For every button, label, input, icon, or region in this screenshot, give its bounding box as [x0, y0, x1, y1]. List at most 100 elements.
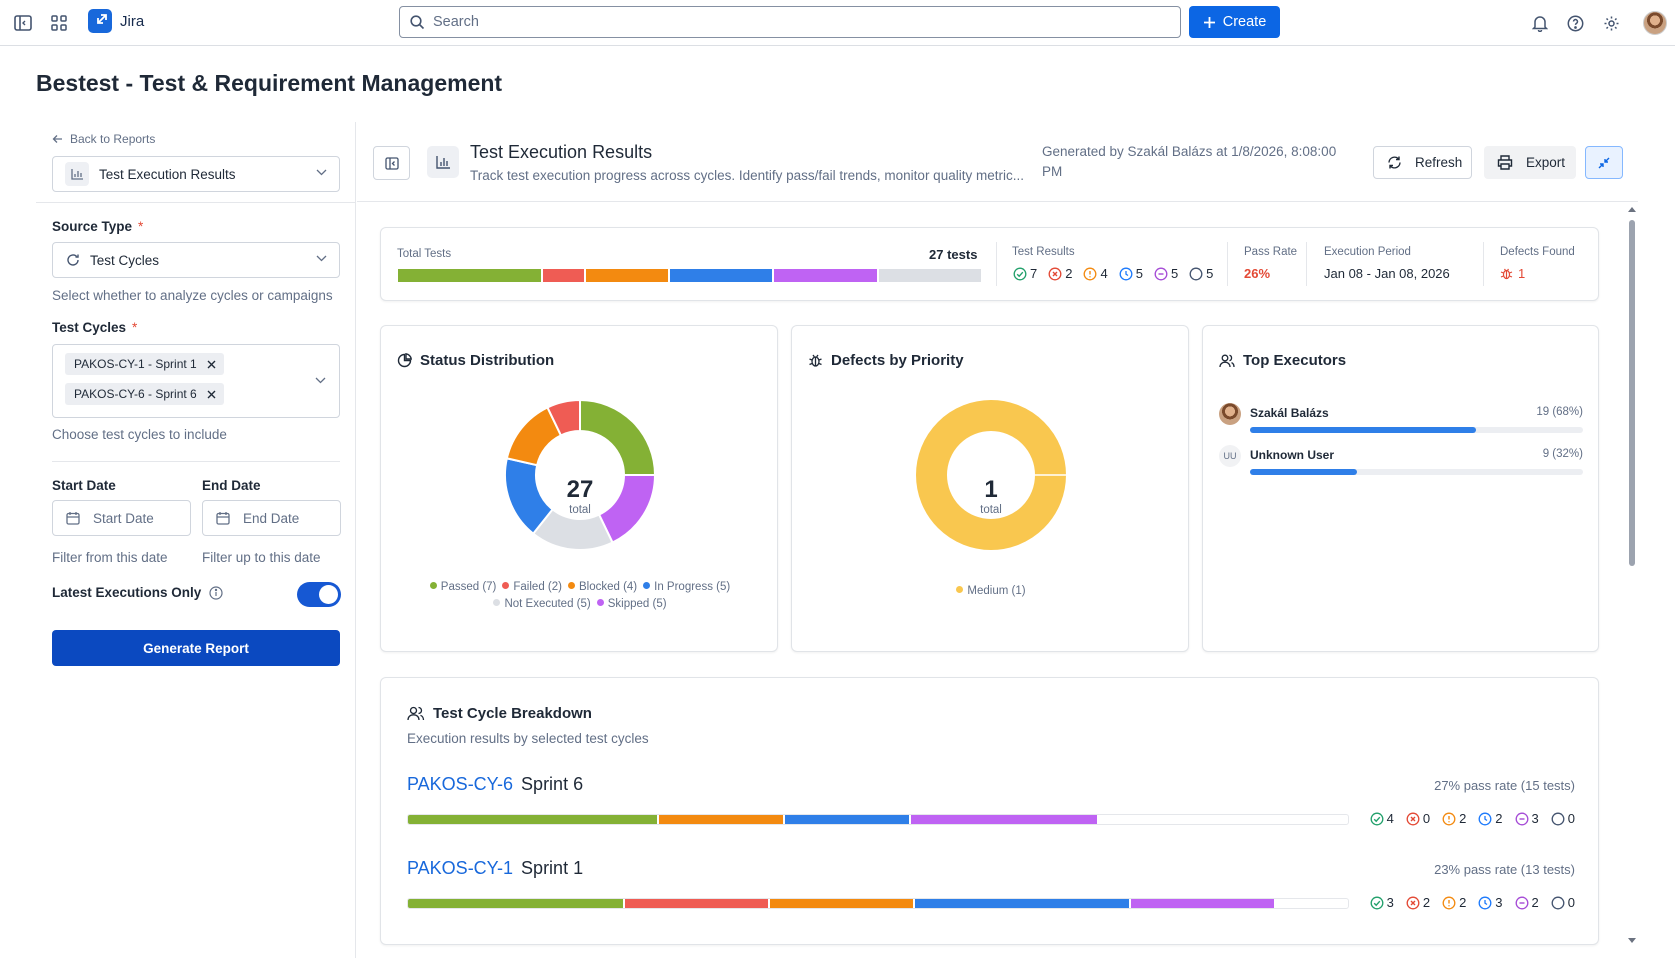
help-icon[interactable] [1564, 12, 1586, 34]
divider [52, 461, 340, 462]
search-input[interactable] [433, 14, 1133, 30]
minimize-view-button[interactable] [1585, 146, 1623, 179]
executor-count: 19 (68%) [1536, 406, 1583, 418]
cycle-key-link[interactable]: PAKOS-CY-1 [407, 858, 514, 878]
minimize-icon [1598, 157, 1610, 169]
cycle-stacked-bar [407, 814, 1349, 825]
bar-segment-passed [398, 269, 542, 282]
chevron-down-icon[interactable] [315, 377, 326, 384]
not-executed-status-icon [1551, 812, 1565, 826]
info-icon[interactable] [209, 585, 223, 600]
executor-row: UU Unknown User 9 (32%) [1219, 445, 1583, 481]
cycle-key-link[interactable]: PAKOS-CY-6 [407, 774, 514, 794]
status-legend: Passed (7) Failed (2) Blocked (4) In Progre… [391, 579, 769, 613]
refresh-button[interactable]: Refresh [1373, 146, 1472, 179]
legend-dot [596, 599, 604, 606]
skipped-status-icon [1154, 267, 1168, 281]
export-button[interactable]: Export [1484, 146, 1576, 179]
generate-report-button[interactable]: Generate Report [52, 630, 340, 666]
donut-slice-failed[interactable] [546, 398, 581, 437]
count-in-progress: 3 [1478, 895, 1503, 910]
bar-segment-blocked [586, 269, 669, 282]
app-name: Jira [120, 12, 145, 30]
cycle-chip: PAKOS-CY-6 - Sprint 6 [65, 383, 224, 405]
end-date-input[interactable]: End Date [202, 500, 341, 536]
start-date-input[interactable]: Start Date [52, 500, 191, 536]
user-avatar[interactable] [1643, 11, 1667, 35]
settings-gear-icon[interactable] [1600, 12, 1622, 34]
cycle-row: PAKOS-CY-1 Sprint 1 23% pass rate (13 te… [407, 858, 1575, 928]
create-button[interactable]: Create [1189, 6, 1280, 38]
close-icon[interactable] [207, 360, 216, 369]
executor-bar-fill [1250, 427, 1477, 433]
refresh-icon [1387, 155, 1402, 170]
page-scrollbar[interactable] [1627, 206, 1637, 946]
count-failed: 0 [1406, 811, 1430, 826]
defects-by-priority-card: Defects by Priority 1 total Medium (1) [791, 325, 1189, 652]
top-navigation-bar: Jira Create [0, 0, 1675, 46]
legend-item[interactable]: Skipped (5) [596, 598, 667, 610]
cycle-stacked-bar [407, 898, 1349, 909]
bar-segment-passed [408, 815, 657, 824]
back-to-reports-link[interactable]: Back to Reports [52, 132, 155, 146]
jira-logo[interactable]: Jira [88, 9, 144, 33]
skipped-status-icon [1515, 812, 1529, 826]
status-distribution-card: Status Distribution 27 total Passed (7) F… [380, 325, 778, 652]
search-box[interactable] [399, 6, 1181, 38]
notifications-icon[interactable] [1529, 12, 1551, 34]
bar-segment-in-progress [914, 899, 1130, 908]
separator [1227, 242, 1228, 286]
top-executors-title: Top Executors [1219, 352, 1346, 369]
calendar-icon [216, 511, 230, 525]
pie-chart-icon [397, 353, 412, 368]
blocked-status-icon [1442, 812, 1456, 826]
donut-slice-medium[interactable] [916, 400, 1066, 550]
legend-dot [429, 582, 437, 589]
not-executed-status-icon [1189, 267, 1203, 281]
source-type-label: Source Type * [52, 219, 144, 234]
status-distribution-title: Status Distribution [397, 352, 554, 369]
failed-status-icon [1406, 896, 1420, 910]
legend-item[interactable]: Blocked (4) [567, 581, 637, 593]
close-icon[interactable] [207, 390, 216, 399]
total-tests-value: 27 tests [929, 247, 978, 262]
end-date-placeholder: End Date [243, 510, 300, 526]
total-tests-stacked-bar [398, 269, 982, 282]
report-settings-sidebar: Back to Reports Test Execution Results S… [36, 122, 356, 958]
report-description: Track test execution progress across cyc… [470, 168, 1024, 183]
bar-segment-remaining [1099, 815, 1348, 824]
separator [1483, 242, 1484, 286]
collapse-sidebar-button[interactable] [373, 146, 410, 180]
cycle-pass-rate: 23% pass rate (13 tests) [1434, 862, 1575, 877]
pass-rate-label: Pass Rate [1244, 246, 1298, 258]
test-cycles-multiselect[interactable]: PAKOS-CY-1 - Sprint 1 PAKOS-CY-6 - Sprin… [52, 344, 340, 418]
defects-total: 1 [984, 476, 998, 503]
legend-item[interactable]: Not Executed (5) [493, 598, 591, 610]
start-date-label: Start Date [52, 478, 116, 493]
legend-item[interactable]: In Progress (5) [643, 581, 730, 593]
report-bar-chart-icon [427, 146, 459, 178]
app-switcher-icon[interactable] [48, 12, 70, 34]
source-type-value: Test Cycles [90, 252, 160, 268]
page-title: Bestest - Test & Requirement Management [36, 70, 503, 96]
cycle-row: PAKOS-CY-6 Sprint 6 27% pass rate (15 te… [407, 774, 1575, 844]
executor-count: 9 (32%) [1542, 448, 1583, 460]
report-type-select[interactable]: Test Execution Results [52, 156, 340, 192]
defects-donut-chart [916, 400, 1066, 550]
donut-slice-passed[interactable] [579, 398, 657, 476]
status-total: 27 [566, 476, 594, 503]
plus-icon [1203, 16, 1216, 29]
count-blocked: 2 [1442, 895, 1466, 910]
latest-executions-toggle[interactable] [297, 582, 341, 607]
legend-item[interactable]: Medium (1) [956, 585, 1026, 597]
legend-item[interactable]: Passed (7) [429, 581, 496, 593]
sidebar-toggle-icon[interactable] [12, 12, 34, 34]
executor-name: Unknown User [1250, 448, 1335, 462]
legend-item[interactable]: Failed (2) [502, 581, 562, 593]
count-in-progress: 2 [1478, 811, 1503, 826]
source-type-select[interactable]: Test Cycles [52, 242, 340, 278]
count-failed: 2 [1048, 266, 1072, 281]
report-header: Test Execution Results Track test execut… [357, 122, 1638, 202]
